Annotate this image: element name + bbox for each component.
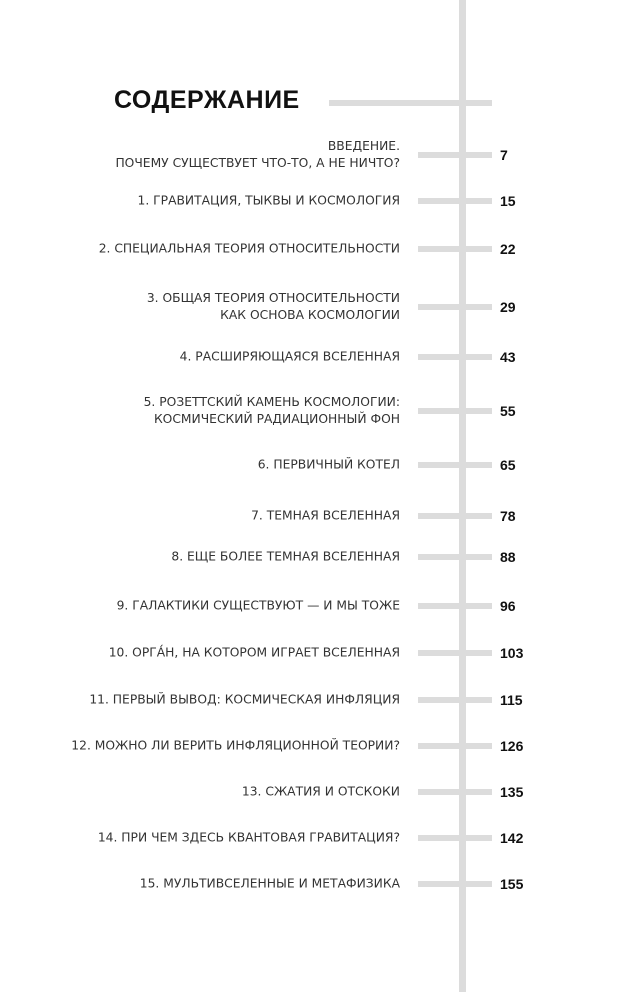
page-title: СОДЕРЖАНИЕ [114,86,300,114]
toc-entry-title: 5. РОЗЕТТСКИЙ КАМЕНЬ КОСМОЛОГИИ: КОСМИЧЕ… [143,395,400,426]
toc-entry-rule [418,408,492,414]
toc-entry-page: 155 [500,876,524,892]
toc-entry-rule [418,554,492,560]
toc-entry-title: 14. ПРИ ЧЕМ ЗДЕСЬ КВАНТОВАЯ ГРАВИТАЦИЯ? [97,830,400,845]
toc-entry-page: 22 [500,241,516,257]
toc-entry-title: 13. СЖАТИЯ И ОТСКОКИ [241,784,400,799]
toc-entry-title: 2. СПЕЦИАЛЬНАЯ ТЕОРИЯ ОТНОСИТЕЛЬНОСТИ [98,241,400,256]
toc-entry-page: 55 [500,403,516,419]
toc-entry-page: 43 [500,349,516,365]
vertical-rule [459,0,466,992]
toc-entry-title: 4. РАСШИРЯЮЩАЯСЯ ВСЕЛЕННАЯ [179,349,400,364]
toc-entry-rule [418,198,492,204]
toc-entry-title: 7. ТЕМНАЯ ВСЕЛЕННАЯ [251,508,400,523]
toc-entry-page: 115 [500,692,523,708]
toc-entry-title: 3. ОБЩАЯ ТЕОРИЯ ОТНОСИТЕЛЬНОСТИ КАК ОСНО… [146,291,400,322]
toc-entry-title: 8. ЕЩЕ БОЛЕЕ ТЕМНАЯ ВСЕЛЕННАЯ [171,549,400,564]
toc-entry-title: 9. ГАЛАКТИКИ СУЩЕСТВУЮТ — И МЫ ТОЖЕ [116,598,400,613]
toc-entry-title: 15. МУЛЬТИВСЕЛЕННЫЕ И МЕТАФИЗИКА [139,876,400,891]
toc-entry-rule [418,881,492,887]
toc-entry-rule [418,246,492,252]
toc-entry-page: 78 [500,508,516,524]
toc-entry-title: 6. ПЕРВИЧНЫЙ КОТЕЛ [257,457,400,472]
toc-entry-rule [418,513,492,519]
toc-entry-page: 96 [500,598,516,614]
toc-entry-page: 88 [500,549,516,565]
toc-entry-rule [418,152,492,158]
title-rule [329,100,492,106]
toc-entry-title: 1. ГРАВИТАЦИЯ, ТЫКВЫ И КОСМОЛОГИЯ [137,193,400,208]
toc-entry-page: 103 [500,645,524,661]
toc-entry-rule [418,462,492,468]
toc-entry-page: 29 [500,299,516,315]
toc-entry-title: ВВЕДЕНИЕ. ПОЧЕМУ СУЩЕСТВУЕТ ЧТО-ТО, А НЕ… [115,139,400,170]
toc-entry-page: 126 [500,738,524,754]
toc-entry-rule [418,650,492,656]
toc-entry-rule [418,354,492,360]
toc-entry-rule [418,697,492,703]
toc-entry-page: 65 [500,457,516,473]
toc-entry-rule [418,603,492,609]
toc-entry-title: 11. ПЕРВЫЙ ВЫВОД: КОСМИЧЕСКАЯ ИНФЛЯЦИЯ [89,692,400,707]
toc-entry-page: 15 [500,193,516,209]
toc-entry-rule [418,743,492,749]
toc-entry-rule [418,304,492,310]
toc-entry-page: 7 [500,147,508,163]
toc-entry-page: 142 [500,830,524,846]
toc-entry-rule [418,789,492,795]
toc-entry-title: 12. МОЖНО ЛИ ВЕРИТЬ ИНФЛЯЦИОННОЙ ТЕОРИИ? [71,738,400,753]
toc-entry-page: 135 [500,784,524,800]
toc-entry-title: 10. ОРГА́Н, НА КОТОРОМ ИГРАЕТ ВСЕЛЕННАЯ [108,645,400,660]
toc-entry-rule [418,835,492,841]
